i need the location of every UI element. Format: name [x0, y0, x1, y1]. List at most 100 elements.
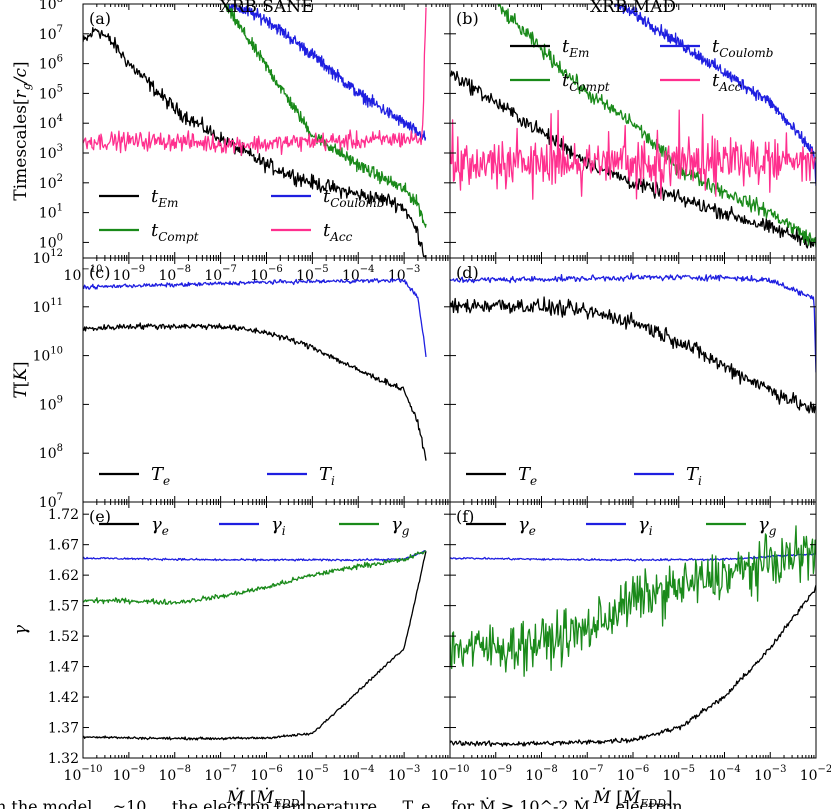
chart-title: XRB MAD: [590, 0, 676, 17]
legend-label: tAcc: [323, 220, 353, 244]
x-axis-label: Ṁ [ṀEDD]: [592, 787, 672, 809]
series-line-e: [83, 551, 427, 741]
series-line-tcompt: [495, 4, 816, 248]
legend-label: Ti: [686, 464, 702, 488]
series-group: [83, 4, 427, 258]
y-tick-label: 107: [39, 492, 63, 511]
y-tick-label: 103: [39, 143, 63, 162]
y-tick-label: 100: [39, 232, 63, 251]
plot-frame: [449, 501, 817, 759]
panel-label: (f): [456, 507, 474, 526]
panel-b: XRB MAD (b) tEm tCoulomb tCompt tAcc: [449, 0, 817, 259]
legend: tEm tCoulomb tCompt tAcc: [510, 36, 774, 94]
y-tick-label: 1.67: [48, 538, 79, 554]
y-tick-label: 1.72: [48, 507, 79, 523]
legend-label: γg: [758, 514, 777, 538]
caption-fragment: h the model... ~10 ... the electron temp…: [0, 796, 683, 809]
legend: γe γi γg: [466, 514, 777, 538]
legend: Te Ti: [466, 464, 702, 488]
y-tick-label: 1011: [32, 297, 63, 316]
x-tick-label: 10−2: [800, 764, 831, 784]
x-tick-label: 10−3: [754, 764, 787, 784]
series-line-tcoulomb: [614, 4, 816, 187]
series-line-i: [83, 550, 427, 562]
y-tick-label: 1010: [32, 346, 63, 365]
panel-c: 107 108 109 1010 1011 1012 (c) T[K] Te Ti: [11, 248, 451, 511]
series-group: [450, 525, 816, 747]
series-line-te: [83, 322, 427, 461]
series-line-tacc: [83, 7, 427, 156]
legend-label: γg: [391, 514, 410, 538]
series-line-i: [450, 552, 816, 562]
y-tick-label: 1.42: [48, 690, 79, 706]
y-axis-label: T[K]: [11, 361, 31, 398]
y-axis-label: γ: [11, 624, 31, 635]
legend: tEm tCoulomb tCompt tAcc: [99, 186, 385, 244]
panel-label: (c): [89, 263, 110, 282]
series-group: [450, 4, 816, 249]
x-tick-label: 10−7: [204, 764, 237, 784]
series-line-ti: [83, 277, 427, 357]
legend-label: tCompt: [151, 220, 199, 244]
x-tick-label: 10−9: [113, 764, 146, 784]
x-tick-label: 10−7: [571, 764, 604, 784]
panel-label: (d): [456, 263, 479, 282]
x-tick-label: 10−6: [250, 764, 283, 784]
series-group: [450, 272, 816, 414]
legend-label: tCompt: [562, 70, 610, 94]
series-line-te: [450, 296, 816, 414]
series-line-tcoulomb: [228, 4, 427, 141]
series-line-e: [450, 584, 816, 747]
x-tick-label: 10−8: [525, 764, 558, 784]
x-tick-label: 10−10: [64, 764, 103, 784]
x-tick-label: 10−10: [431, 764, 470, 784]
y-tick-label: 106: [39, 54, 63, 73]
x-tick-label: 10−6: [617, 764, 650, 784]
legend-label: γi: [638, 514, 653, 538]
legend-label: tAcc: [712, 70, 742, 94]
series-line-ti: [450, 272, 816, 373]
y-tick-label: 108: [39, 443, 63, 462]
chart-title: XRB SANE: [219, 0, 313, 17]
y-tick-label: 1.37: [48, 721, 79, 737]
panel-d: (d) Te Ti: [449, 257, 817, 503]
series-line-tacc: [450, 109, 816, 200]
y-tick-label: 1.62: [48, 568, 79, 584]
panel-label: (e): [89, 507, 111, 526]
y-tick-label: 1012: [32, 248, 63, 267]
y-tick-label: 105: [39, 83, 63, 102]
y-tick-label: 1.57: [48, 599, 79, 615]
series-line-g: [83, 550, 427, 605]
panel-label: (a): [89, 9, 111, 28]
series-line-tem: [450, 70, 816, 249]
legend: Te Ti: [99, 464, 335, 488]
y-tick-label: 1.32: [48, 751, 79, 767]
y-tick-label: 109: [39, 394, 63, 413]
y-tick-label: 102: [39, 173, 63, 192]
legend: γe γi γg: [99, 514, 410, 538]
series-line-tem: [83, 27, 427, 258]
panel-a: 100 101 102 103 104 105 106 107 108 10−10 10−9 10−8…: [11, 0, 451, 284]
x-tick-label: 10−8: [158, 264, 191, 284]
legend-label: γe: [151, 514, 169, 538]
y-tick-label: 1.47: [48, 660, 79, 676]
y-axis-label: Timescales[rg/c]: [11, 61, 33, 200]
x-tick-label: 10−9: [113, 264, 146, 284]
legend-label: tCoulomb: [712, 36, 774, 60]
x-axis-label: Ṁ [ṀEDD]: [226, 787, 306, 809]
plot-frame: [82, 501, 451, 759]
plot-frame: [82, 257, 451, 503]
series-group: [83, 550, 427, 741]
x-tick-label: 10−5: [662, 764, 695, 784]
series-line-g: [450, 525, 816, 677]
panel-e: 1.32 1.37 1.42 1.47 1.52 1.57 1.62 1.67 1.72 10−1…: [11, 501, 451, 809]
x-tick-label: 10−9: [479, 764, 512, 784]
legend-label: tCoulomb: [323, 186, 385, 210]
x-tick-label: 10−5: [296, 764, 329, 784]
plot-frame: [449, 257, 817, 503]
panel-label: (b): [456, 9, 479, 28]
x-tick-label: 10−7: [204, 264, 237, 284]
legend-label: γi: [271, 514, 286, 538]
legend-label: Ti: [319, 464, 335, 488]
x-tick-label: 10−3: [388, 764, 421, 784]
